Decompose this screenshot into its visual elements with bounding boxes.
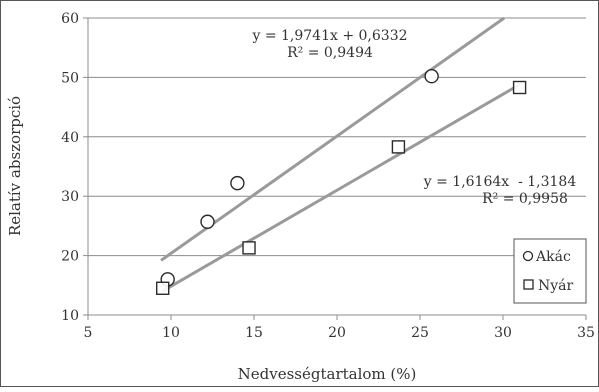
data-point-nyar-3: [512, 80, 527, 95]
y-tick-label-30: 30: [61, 189, 79, 205]
x-tick-label-10: 10: [162, 325, 180, 341]
legend-akac-marker: [522, 250, 534, 262]
legend-nyar-label: Nyár: [538, 278, 574, 294]
y-tick-label-50: 50: [61, 70, 79, 86]
legend-nyar-marker: [523, 279, 534, 290]
data-point-nyar-1: [242, 241, 256, 255]
nyar-trend-equation: y = 1,6164x - 1,3184: [423, 174, 577, 190]
x-tick-label-35: 35: [577, 325, 595, 341]
legend: Akác Nyár: [513, 238, 587, 304]
x-tick-label-30: 30: [494, 325, 512, 341]
trendline-layer: [160, 16, 521, 293]
data-point-layer: [155, 69, 527, 295]
trendline-nyar: [161, 83, 521, 293]
legend-akac-label: Akác: [535, 249, 571, 265]
trendline-akac: [160, 16, 506, 262]
legend-box: [513, 238, 587, 304]
axis-layer: [83, 17, 587, 320]
x-axis-title: Nedvességtartalom (%): [238, 365, 417, 383]
y-axis-title: Relatív abszorpció: [6, 96, 24, 236]
x-tick-label-20: 20: [328, 325, 346, 341]
data-point-akac-2: [230, 175, 245, 191]
x-tick-label-5: 5: [84, 325, 93, 341]
akac-trend-equation: y = 1,9741x + 0,6332: [251, 28, 407, 44]
data-point-akac-1: [200, 214, 215, 229]
y-tick-label-10: 10: [61, 308, 79, 324]
akac-trend-r2: R² = 0,9494: [287, 45, 373, 61]
y-tick-label-20: 20: [61, 249, 79, 265]
tick-label-layer: 10 20 30 40 50 60 5 10 15 20 25 30 35: [61, 11, 595, 341]
x-tick-label-25: 25: [411, 325, 429, 341]
data-point-nyar-0: [155, 281, 170, 295]
y-tick-label-60: 60: [61, 11, 79, 27]
x-tick-label-15: 15: [245, 325, 263, 341]
data-point-nyar-2: [391, 140, 406, 154]
nyar-trend-r2: R² = 0,9958: [482, 191, 568, 207]
data-point-akac-3: [424, 69, 439, 84]
y-tick-label-40: 40: [61, 130, 79, 146]
